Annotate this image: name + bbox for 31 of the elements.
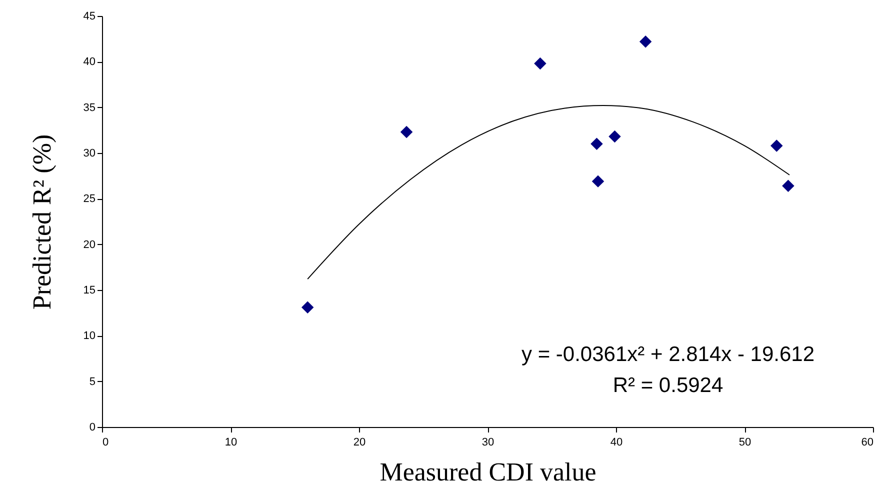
y-tick-label: 15 bbox=[83, 284, 96, 296]
point bbox=[400, 126, 413, 138]
y-tick-label: 35 bbox=[83, 102, 96, 114]
annotation: R² = 0.5924 bbox=[612, 374, 724, 397]
y-tick-label: 30 bbox=[83, 148, 96, 160]
y-tick-label: 25 bbox=[83, 193, 96, 206]
point bbox=[301, 301, 314, 314]
x-tick-label: 30 bbox=[482, 436, 494, 448]
point bbox=[608, 130, 621, 143]
point bbox=[770, 140, 783, 152]
point bbox=[639, 35, 652, 48]
x-axis-title: Measured CDI value bbox=[380, 458, 596, 486]
point bbox=[590, 138, 603, 150]
y-tick-label: 5 bbox=[89, 376, 96, 388]
x-tick-label: 10 bbox=[224, 436, 238, 448]
point bbox=[534, 57, 546, 70]
y-tick-label: 20 bbox=[83, 238, 96, 251]
x-tick-label: 20 bbox=[353, 436, 366, 448]
x-tick-label: 60 bbox=[861, 436, 874, 448]
point bbox=[782, 180, 794, 192]
y-tick-label: 40 bbox=[83, 56, 96, 68]
y-tick-label: 45 bbox=[83, 10, 96, 22]
x-tick-label: 40 bbox=[610, 436, 623, 448]
line-series bbox=[307, 105, 790, 280]
y-axis-title: Predicted R² (%) bbox=[27, 134, 56, 310]
y-tick-label: 10 bbox=[83, 330, 96, 342]
x-tick-label: 0 bbox=[102, 436, 109, 448]
x-tick-label: 50 bbox=[738, 436, 752, 448]
annotation: y = -0.0361x² + 2.814x - 19.612 bbox=[521, 343, 815, 366]
y-tick-label: 0 bbox=[89, 422, 96, 434]
point bbox=[592, 175, 604, 188]
